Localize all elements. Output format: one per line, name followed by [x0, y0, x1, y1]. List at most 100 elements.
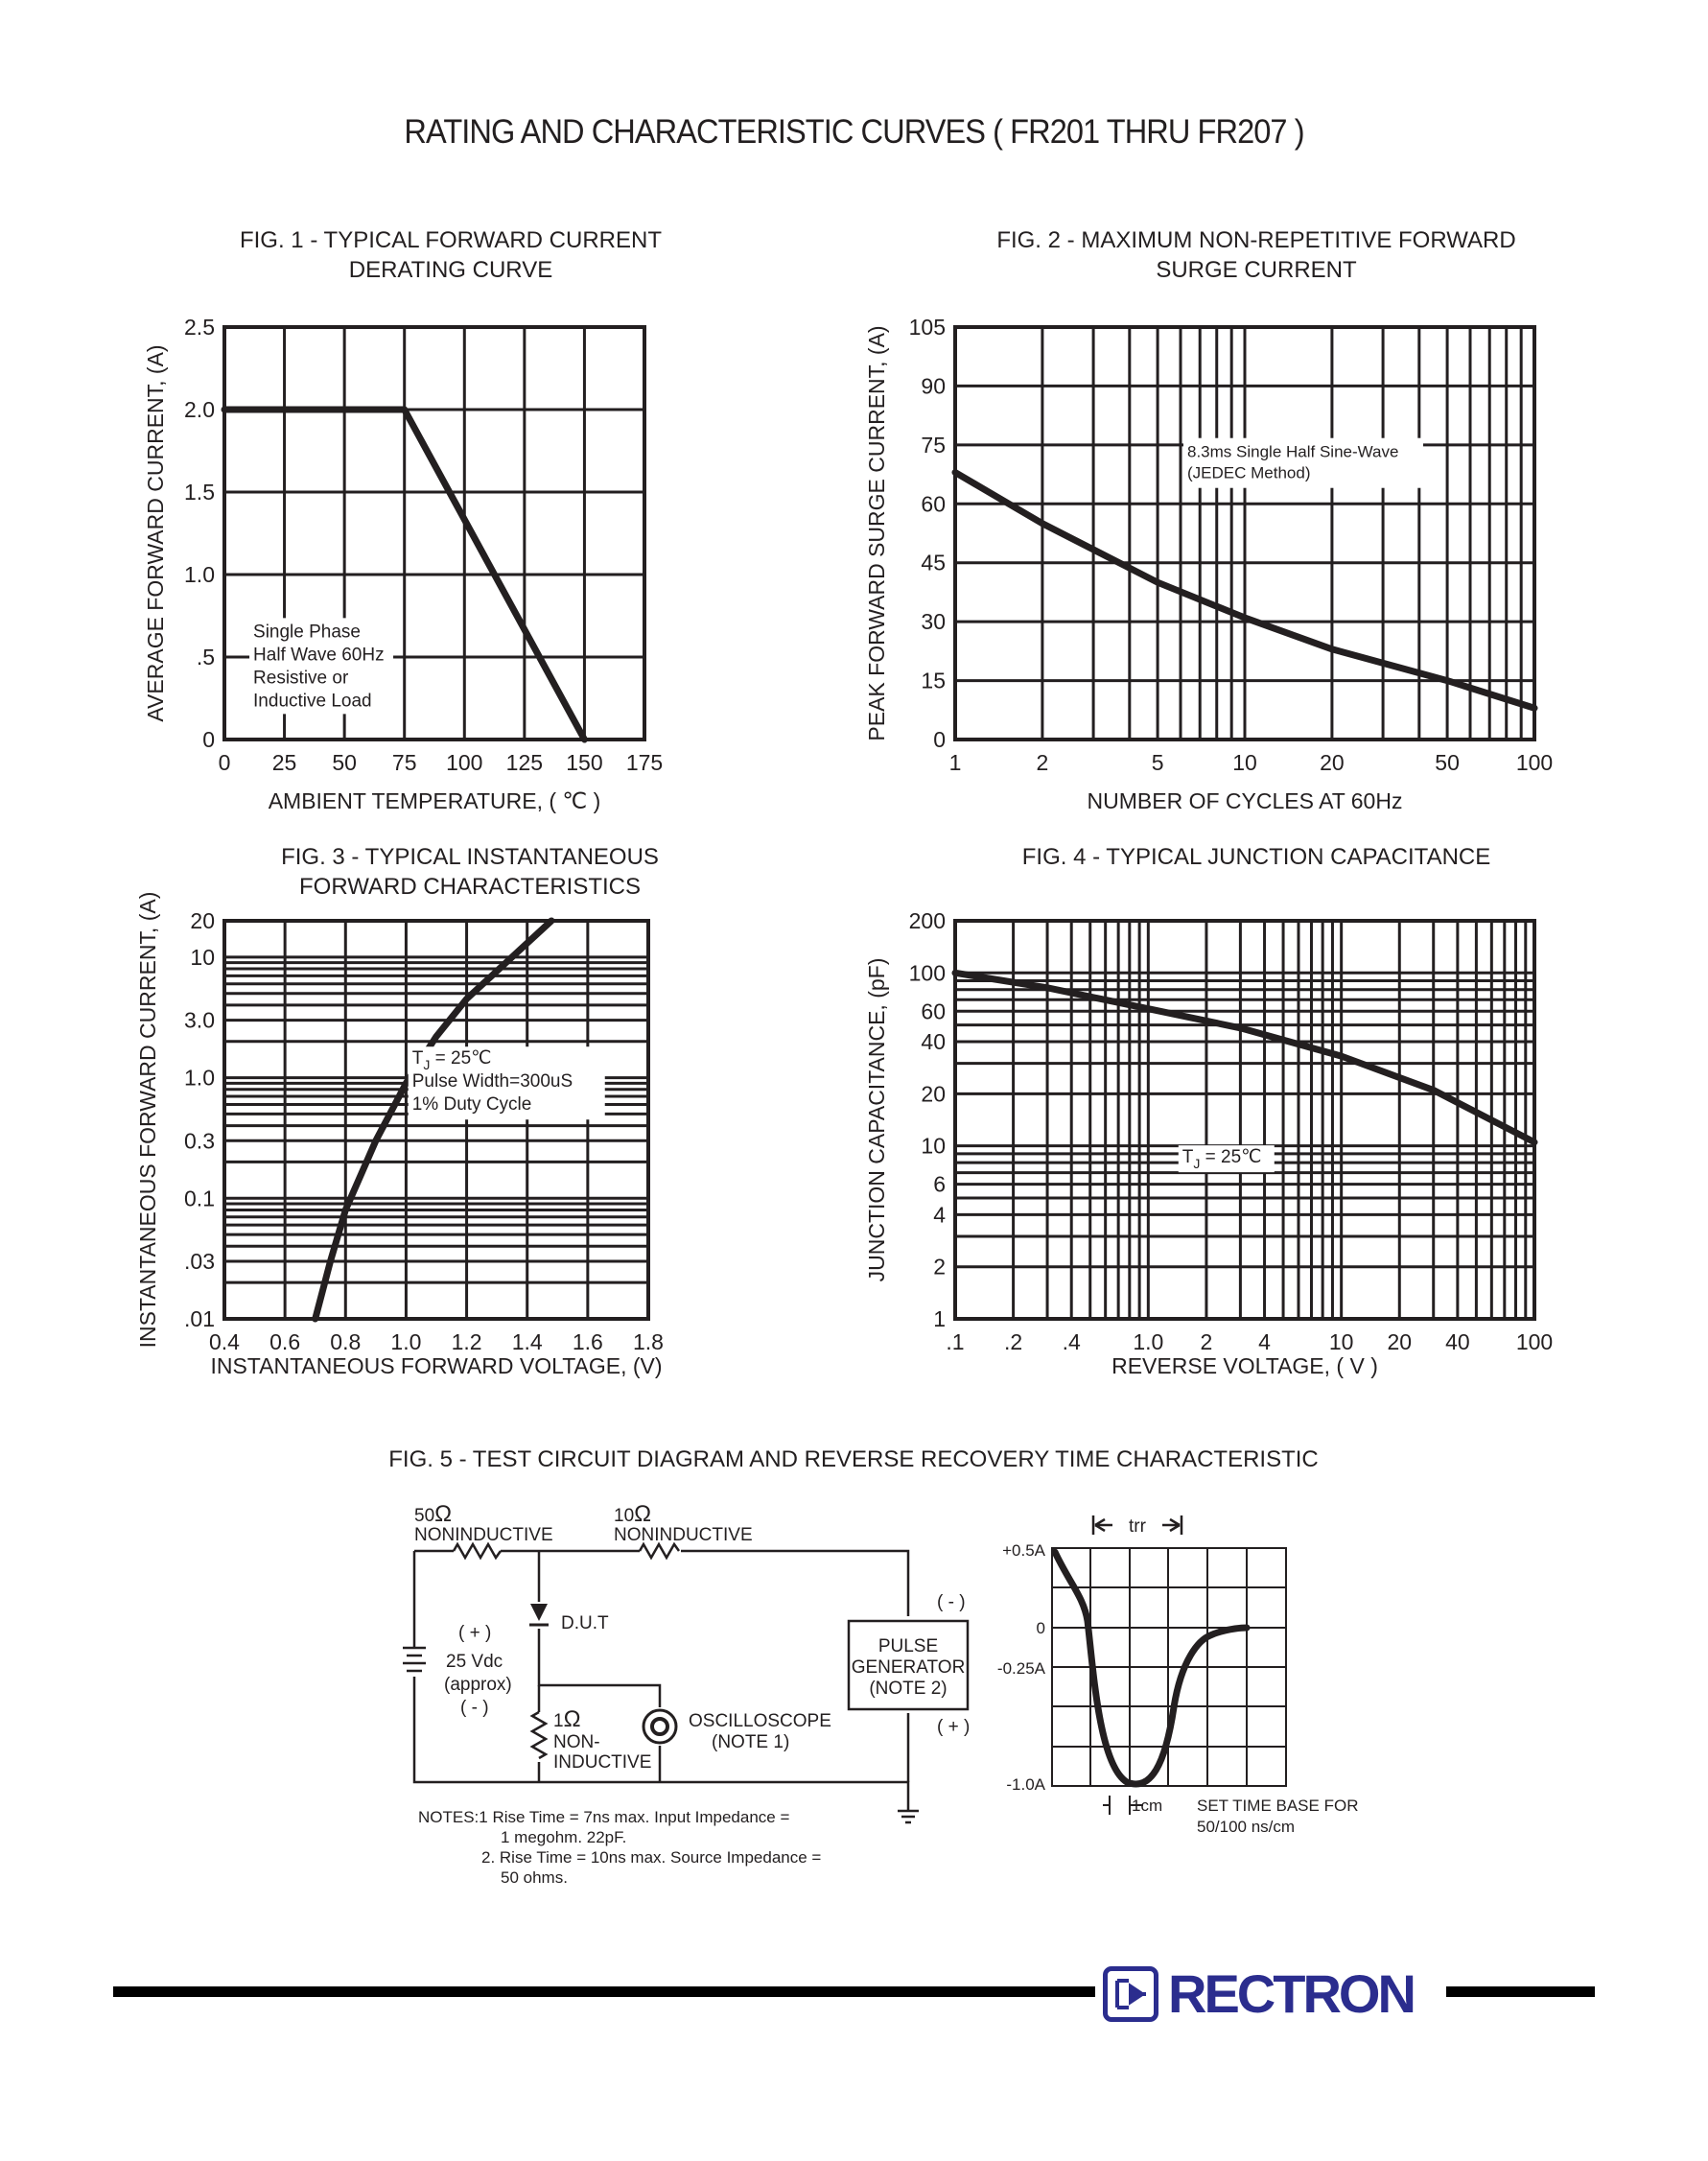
fig1-title-line2: DERATING CURVE [348, 257, 553, 283]
scope-line2: (NOTE 1) [712, 1732, 789, 1752]
fig4-y-axis-label: JUNCTION CAPACITANCE, (pF) [864, 958, 889, 1282]
fig1-ytick-label: .5 [197, 645, 215, 669]
fig3-ytick-label: .01 [184, 1306, 215, 1331]
dut-label: D.U.T [561, 1613, 609, 1633]
r50-label: 50Ω [414, 1501, 452, 1527]
fig4-title: FIG. 4 - TYPICAL JUNCTION CAPACITANCE [959, 842, 1554, 872]
fig1-annotation-line: Resistive or [253, 668, 349, 688]
timebase-line1: SET TIME BASE FOR [1197, 1797, 1358, 1815]
fig3-frame [222, 919, 650, 1321]
fig1-xtick-label: 0 [219, 750, 231, 775]
fig2-annotation-line: 8.3ms Single Half Sine-Wave [1187, 443, 1398, 461]
fig1-title-line1: FIG. 1 - TYPICAL FORWARD CURRENT [239, 227, 663, 253]
fig1-annotation-bg [249, 618, 394, 715]
trr-ylabel-plus05: +0.5A [1002, 1541, 1046, 1560]
fig4-ytick-label: 100 [909, 960, 946, 985]
fig3-title: FIG. 3 - TYPICAL INSTANTANEOUS FORWARD C… [230, 842, 710, 902]
wire-top [414, 1549, 910, 1616]
trr-scope-gridlines [1052, 1548, 1286, 1786]
fig1-ytick-label: 2.5 [184, 315, 215, 340]
fig2-ytick-label: 45 [921, 551, 946, 575]
oscilloscope-connector-inner [650, 1717, 669, 1736]
fig3-ytick-label: 10 [190, 945, 215, 970]
fig4-ytick-label: 2 [933, 1255, 946, 1280]
fig1-xtick-label: 125 [506, 750, 543, 775]
fig1-xtick-label: 50 [332, 750, 357, 775]
fig2-title-line1: FIG. 2 - MAXIMUM NON-REPETITIVE FORWARD [996, 227, 1516, 253]
fig4-xtick-label: .1 [946, 1329, 964, 1354]
fig3-annotation-line: Pulse Width=300uS [412, 1071, 573, 1092]
fig3-title-line1: FIG. 3 - TYPICAL INSTANTANEOUS [281, 844, 659, 870]
fig1-ytick-label: 1.0 [184, 562, 215, 587]
fig2-ytick-label: 90 [921, 373, 946, 398]
fig4-ytick-label: 10 [921, 1134, 946, 1159]
fig2-annotation-bg [1183, 437, 1423, 488]
battery-icon [403, 1646, 426, 1673]
fig4-tj-label: TJ = 25℃ [1182, 1147, 1262, 1171]
fig3-xtick-label: 1.6 [573, 1329, 603, 1354]
fig1-frame [222, 325, 646, 741]
footer-rule-left [113, 1986, 1095, 1997]
fig4-xtick-label: 40 [1445, 1329, 1470, 1354]
fig4-ytick-label: 60 [921, 998, 946, 1023]
fig2-ytick-label: 60 [921, 491, 946, 516]
fig4-xtick-label: 10 [1329, 1329, 1354, 1354]
fig4-ytick-label: 1 [933, 1306, 946, 1331]
fig4-ytick-label: 200 [909, 908, 946, 933]
gen-line2: GENERATOR [852, 1657, 966, 1678]
brand-name: RECTRON [1168, 1963, 1416, 2024]
fig4-xtick-label: 4 [1258, 1329, 1271, 1354]
fig3-xtick-label: 1.0 [390, 1329, 421, 1354]
fig5-title: FIG. 5 - TEST CIRCUIT DIAGRAM AND REVERS… [288, 1445, 1419, 1474]
fig3-xtick-label: 0.4 [209, 1329, 240, 1354]
fig2-xtick-label: 50 [1435, 750, 1460, 775]
oscilloscope-connector-icon [642, 1708, 678, 1745]
fig1-data-line [221, 406, 588, 743]
cm-marker [1103, 1796, 1143, 1815]
fig1-annotation-line: Inductive Load [253, 691, 372, 711]
fig2-ytick-label: 15 [921, 669, 946, 693]
fig2-xtick-label: 10 [1232, 750, 1257, 775]
r1-line2: INDUCTIVE [553, 1752, 651, 1773]
fig2-xtick-label: 100 [1516, 750, 1553, 775]
fig1-xtick-label: 75 [392, 750, 417, 775]
fig4-xtick-label: .2 [1004, 1329, 1022, 1354]
fig4-annotation-bg [1178, 1145, 1275, 1173]
fig3-xtick-label: 1.4 [512, 1329, 543, 1354]
note-line-3: 2. Rise Time = 10ns max. Source Impedanc… [481, 1848, 821, 1867]
diode-icon [530, 1604, 548, 1621]
fig3-data-line [312, 917, 555, 1323]
trr-ylabel-minus025: -0.25A [997, 1659, 1046, 1678]
wire-left [412, 1551, 910, 1811]
fig4-xtick-label: 20 [1387, 1329, 1412, 1354]
fig3-ytick-label: 3.0 [184, 1008, 215, 1033]
page-title: RATING AND CHARACTERISTIC CURVES ( FR201… [404, 113, 1304, 151]
fig1-x-axis-label: AMBIENT TEMPERATURE, ( ℃ ) [269, 788, 601, 813]
fig3-ytick-label: .03 [184, 1249, 215, 1274]
fig3-ytick-label: 0.3 [184, 1128, 215, 1153]
fig4-data-line [951, 969, 1538, 1146]
ground-icon [898, 1809, 919, 1824]
fig2-title-line2: SURGE CURRENT [1156, 257, 1357, 283]
fig5-title-text: FIG. 5 - TEST CIRCUIT DIAGRAM AND REVERS… [388, 1446, 1319, 1472]
fig1-ytick-label: 2.0 [184, 397, 215, 422]
gen-minus: ( - ) [937, 1592, 966, 1612]
fig2-y-axis-label: PEAK FORWARD SURGE CURRENT, (A) [864, 325, 889, 740]
fig4-title-line1: FIG. 4 - TYPICAL JUNCTION CAPACITANCE [1021, 844, 1491, 870]
fig2-ytick-label: 30 [921, 609, 946, 634]
fig2-annotation-line: (JEDEC Method) [1187, 464, 1310, 482]
fig1-xtick-label: 25 [272, 750, 297, 775]
trr-label: trr [1129, 1516, 1147, 1537]
timebase-line2: 50/100 ns/cm [1197, 1818, 1295, 1836]
fig3-annotation-bg [408, 1046, 605, 1120]
fig3-xtick-label: 1.2 [452, 1329, 482, 1354]
fig2-xtick-label: 1 [949, 750, 962, 775]
rectron-logo-icon [1103, 1966, 1158, 2022]
fig4-chart: .1 .2 .4 1.0 2 4 10 20 40 100 1 2 4 6 10 20 40 60 100 200 RE… [864, 908, 1553, 1378]
fig2-xtick-label: 2 [1037, 750, 1049, 775]
resistor-10-ohm [638, 1541, 681, 1561]
note-line-4: 50 ohms. [501, 1868, 568, 1887]
fig4-ytick-label: 40 [921, 1029, 946, 1054]
